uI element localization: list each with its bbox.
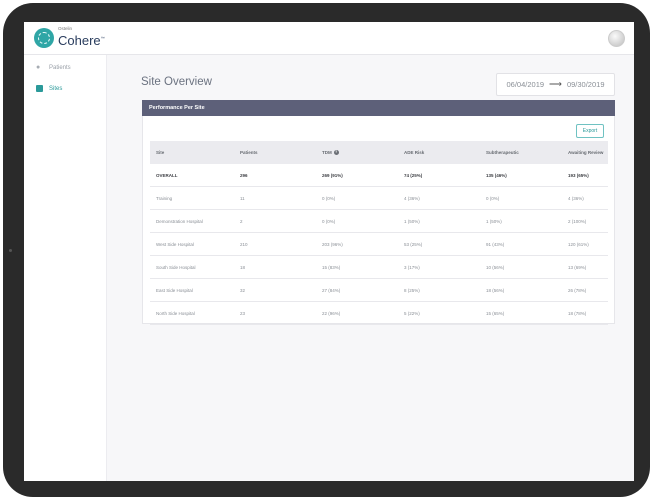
cell-subtherapeutic: 10 (56%) xyxy=(480,255,562,279)
cell-tdm: 0 (0%) xyxy=(316,186,398,210)
table-row[interactable]: East Side Hospital 32 27 (84%) 8 (25%) 1… xyxy=(150,278,608,302)
cell-patients: 32 xyxy=(234,278,316,302)
app-logo[interactable]: Ostelin Cohere™ xyxy=(34,26,105,49)
logo-mark-icon xyxy=(34,27,54,48)
cell-subtherapeutic: 0 (0%) xyxy=(480,186,562,210)
brand-small: Ostelin xyxy=(58,26,73,31)
panel-header: Performance Per Site xyxy=(142,100,615,116)
cell-patients: 18 xyxy=(234,255,316,279)
col-tdm[interactable]: TDM? xyxy=(316,141,398,164)
sidebar-item-patients[interactable]: ● Patients xyxy=(36,64,71,71)
cell-patients: 23 xyxy=(234,301,316,325)
info-icon[interactable]: ? xyxy=(333,150,339,156)
table-header-row: Site Patients TDM? ADE Risk Subtherapeut… xyxy=(150,141,608,164)
cell-subtherapeutic: 91 (43%) xyxy=(480,232,562,256)
site-performance-table: Site Patients TDM? ADE Risk Subtherapeut… xyxy=(150,141,608,325)
cell-site: Training xyxy=(150,186,234,210)
cell-patients: 210 xyxy=(234,232,316,256)
cell-awaiting-review: 120 (61%) xyxy=(562,232,608,256)
cell-subtherapeutic: 1 (50%) xyxy=(480,209,562,233)
cell-awaiting-review: 26 (78%) xyxy=(562,278,608,302)
sidebar: ● Patients Sites xyxy=(24,55,107,481)
cell-patients: 2 xyxy=(234,209,316,233)
cell-site: West Side Hospital xyxy=(150,232,234,256)
building-icon xyxy=(36,85,43,92)
date-start: 06/04/2019 xyxy=(506,80,545,89)
cell-tdm: 0 (0%) xyxy=(316,209,398,233)
logo-text: Ostelin Cohere™ xyxy=(58,26,105,49)
tablet-frame: Ostelin Cohere™ ● Patients Sites Site Ov… xyxy=(3,3,650,497)
cell-ade-risk: 8 (25%) xyxy=(398,278,480,302)
performance-panel: Export Site Patients TDM? ADE Risk Subth… xyxy=(142,116,615,325)
col-site[interactable]: Site xyxy=(156,150,165,155)
top-header: Ostelin Cohere™ xyxy=(24,22,634,55)
cell-tdm: 269 (91%) xyxy=(316,164,398,187)
cell-tdm: 27 (84%) xyxy=(316,278,398,302)
sidebar-item-sites[interactable]: Sites xyxy=(36,85,62,92)
cell-tdm: 203 (96%) xyxy=(316,232,398,256)
cell-awaiting-review: 13 (69%) xyxy=(562,255,608,279)
cell-subtherapeutic: 15 (65%) xyxy=(480,301,562,325)
export-button[interactable]: Export xyxy=(576,124,604,138)
cell-subtherapeutic: 18 (56%) xyxy=(480,278,562,302)
arrow-right-icon: ⟶ xyxy=(549,79,562,89)
cell-ade-risk: 53 (25%) xyxy=(398,232,480,256)
col-ade-risk[interactable]: ADE Risk xyxy=(404,150,425,155)
cell-site: North Side Hospital xyxy=(150,301,234,325)
col-patients[interactable]: Patients xyxy=(240,150,258,155)
cell-awaiting-review: 2 (100%) xyxy=(562,209,608,233)
cell-ade-risk: 74 (25%) xyxy=(398,164,480,187)
sidebar-item-label: Patients xyxy=(49,64,71,71)
cell-awaiting-review: 18 (78%) xyxy=(562,301,608,325)
camera-dot xyxy=(9,249,12,252)
cell-patients: 296 xyxy=(234,164,316,187)
cell-ade-risk: 1 (50%) xyxy=(398,209,480,233)
cell-tdm: 22 (96%) xyxy=(316,301,398,325)
cell-site: OVERALL xyxy=(150,164,234,187)
col-subtherapeutic[interactable]: Subtherapeutic xyxy=(486,150,519,155)
table-row-overall[interactable]: OVERALL 296 269 (91%) 74 (25%) 135 (46%)… xyxy=(150,164,608,187)
sidebar-item-label: Sites xyxy=(49,85,63,92)
cell-site: East Side Hospital xyxy=(150,278,234,302)
cell-awaiting-review: 193 (65%) xyxy=(562,164,608,187)
cell-tdm: 15 (83%) xyxy=(316,255,398,279)
brand-trademark: ™ xyxy=(100,35,105,41)
cell-ade-risk: 3 (17%) xyxy=(398,255,480,279)
date-end: 09/30/2019 xyxy=(566,80,605,89)
cell-awaiting-review: 4 (36%) xyxy=(562,186,608,210)
person-icon: ● xyxy=(36,64,41,71)
cell-subtherapeutic: 135 (46%) xyxy=(480,164,562,187)
cell-patients: 11 xyxy=(234,186,316,210)
table-row[interactable]: Training 11 0 (0%) 4 (36%) 0 (0%) 4 (36%… xyxy=(150,186,608,210)
user-avatar[interactable] xyxy=(608,30,625,47)
cell-ade-risk: 4 (36%) xyxy=(398,186,480,210)
cell-site: South Side Hospital xyxy=(150,255,234,279)
col-awaiting-review[interactable]: Awaiting Review xyxy=(568,150,604,155)
date-range-picker[interactable]: 06/04/2019 ⟶ 09/30/2019 xyxy=(496,73,615,96)
brand-name: Cohere™ xyxy=(58,33,105,48)
cell-site: Demonstration Hospital xyxy=(150,209,234,233)
app-screen: Ostelin Cohere™ ● Patients Sites Site Ov… xyxy=(24,22,634,481)
table-row[interactable]: Demonstration Hospital 2 0 (0%) 1 (50%) … xyxy=(150,209,608,233)
table-row[interactable]: North Side Hospital 23 22 (96%) 5 (22%) … xyxy=(150,301,608,325)
brand-name-text: Cohere xyxy=(58,32,101,48)
table-row[interactable]: South Side Hospital 18 15 (83%) 3 (17%) … xyxy=(150,255,608,279)
col-tdm-label: TDM xyxy=(322,149,332,155)
cell-ade-risk: 5 (22%) xyxy=(398,301,480,325)
page-title: Site Overview xyxy=(141,76,212,88)
table-row[interactable]: West Side Hospital 210 203 (96%) 53 (25%… xyxy=(150,232,608,256)
